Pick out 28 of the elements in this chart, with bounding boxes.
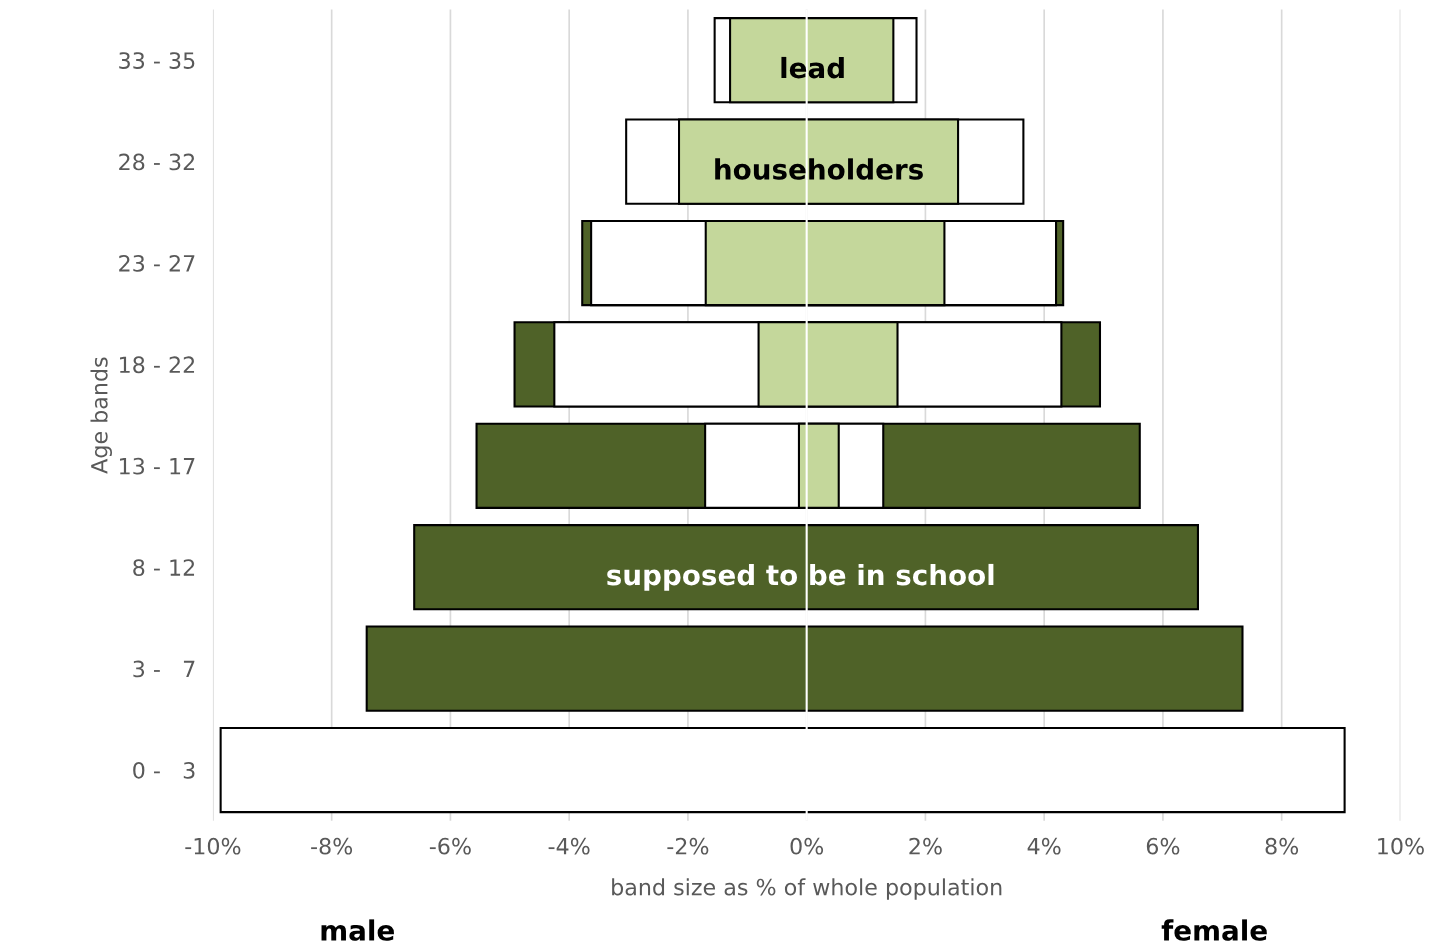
x-tick-label: -4% bbox=[548, 837, 590, 855]
x-tick-label: -10% bbox=[185, 837, 241, 855]
x-tick-label: 0% bbox=[790, 837, 824, 855]
x-tick-label: 8% bbox=[1265, 837, 1299, 855]
x-tick-label: 2% bbox=[909, 837, 942, 855]
x-tick-label: -2% bbox=[667, 837, 709, 855]
y-tick-label: 18 - 22 bbox=[120, 356, 195, 374]
text: female bbox=[1161, 919, 1267, 941]
y-tick-label: 33 - 35 bbox=[119, 52, 195, 69]
y-tick-label: 28 - 32 bbox=[119, 153, 195, 171]
annotation: lead bbox=[781, 56, 844, 79]
y-tick-label: 3 - 7 bbox=[133, 660, 195, 678]
text: male bbox=[321, 919, 394, 941]
y-tick-label: 13 - 17 bbox=[120, 457, 195, 475]
bar bbox=[413, 524, 1199, 611]
x-tick-label: 4% bbox=[1027, 837, 1061, 855]
x-tick-label: 10% bbox=[1378, 837, 1424, 855]
y-axis-title: Age bands bbox=[90, 357, 112, 474]
x-tick-label: 6% bbox=[1146, 837, 1180, 855]
annotation: householders bbox=[715, 158, 923, 180]
bar bbox=[365, 625, 1244, 712]
y-tick-label: 23 - 27 bbox=[119, 254, 195, 272]
y-tick-label: 0 - 3 bbox=[133, 761, 195, 779]
x-tick-label: -6% bbox=[429, 837, 471, 855]
annotation: supposed to be in school bbox=[607, 563, 994, 591]
x-tick-label: -8% bbox=[311, 837, 353, 855]
y-tick-label: 8 - 12 bbox=[133, 559, 195, 576]
x-axis-title: band size as % of whole population bbox=[612, 878, 1002, 900]
